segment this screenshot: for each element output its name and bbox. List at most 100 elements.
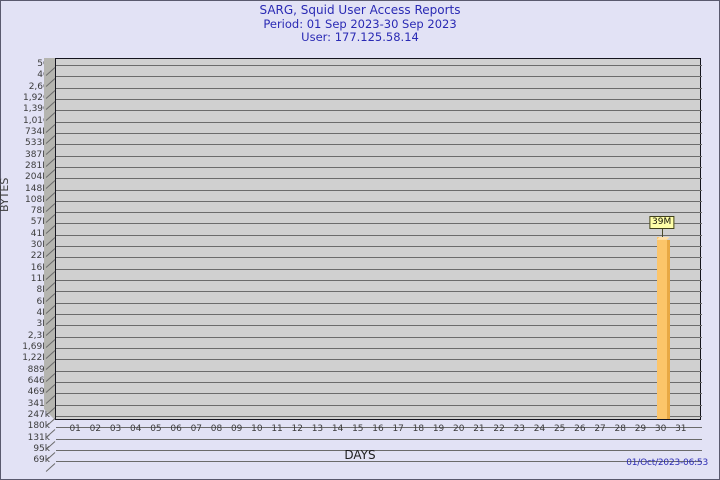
plot-area: 39M [44,58,702,473]
gridline [56,189,702,191]
x-axis-tick-label: 02 [89,424,102,434]
gridline [56,359,702,361]
gridline [56,132,702,134]
gridline [56,415,702,417]
x-axis-tick-label: 13 [311,424,324,434]
gridline [56,87,702,89]
report-user: User: 177.125.58.14 [301,30,419,44]
gridline [56,212,702,214]
x-axis-tick-label: 01 [69,424,81,434]
y-axis-tick-label: 41M [30,228,50,239]
gridline [56,393,702,395]
bar-side-face [666,239,670,419]
gridline [56,98,702,100]
report-title: SARG, Squid User Access Reports [259,3,461,17]
y-axis-tick-label: 57M [30,217,50,228]
y-axis-tick-label: 180k [27,421,50,432]
x-axis-tick-label: 16 [372,424,384,434]
gridline [56,336,702,338]
x-axis-tick-label: 09 [230,424,243,434]
gridline [56,223,702,225]
y-axis-tick-label: 22M [30,251,50,262]
x-axis-tick-labels: 01 02 03 04 05 06 07 08 09 10 11 12 13 14 15 16 17 18 19 20… [55,424,701,438]
y-axis-tick-label: 646k [27,375,50,386]
y-axis-tick-labels: 5G 4G 2,6G 1,92G 1,39G 1,01G 734M 533M 387M 281M 2… [0,58,51,465]
gridline [56,110,702,112]
x-axis-tick-label: 30 [654,424,667,434]
x-axis-tick-label: 20 [453,424,465,434]
gridline [56,234,702,236]
gridline [56,348,702,349]
x-axis-tick-label: 26 [574,424,586,434]
y-axis-tick-label: 1,22M [22,353,50,364]
x-axis-tick-label: 22 [493,424,505,434]
gridline [56,404,702,406]
y-axis-tick-label: 1,01G [22,115,50,126]
generated-timestamp: 01/Oct/2023-06:53 [626,458,708,468]
y-axis-tick-label: 204M [25,172,50,183]
gridline [56,246,702,248]
x-axis-tick-label: 04 [130,424,142,434]
y-axis-tick-label: 4M [36,308,51,319]
x-axis-tick-label: 06 [170,424,182,434]
y-axis-tick-label: 108M [25,194,50,205]
y-axis-tick-label: 469k [27,387,50,398]
x-axis-tick-label: 31 [675,424,687,434]
chart-title-block: SARG, Squid User Access Reports Period: … [0,3,720,45]
gridline [56,144,702,146]
y-axis-tick-label: 4G [37,70,50,81]
gridline [56,461,702,463]
y-axis-tick-label: 30M [30,240,50,251]
y-axis-tick-label: 247k [27,409,50,420]
x-axis-tick-label: 11 [271,424,283,434]
x-axis-tick-label: 27 [594,424,606,434]
gridline [56,438,702,440]
y-axis-tick-label: 1,39G [22,104,50,115]
gridline [56,155,702,157]
gridline [56,178,702,180]
gridline [56,449,702,451]
bar-top-face [656,236,670,240]
gridline [56,302,702,304]
bar [656,236,667,419]
y-axis-tick-label: 281M [25,160,50,171]
x-axis-tick-label: 12 [291,424,303,434]
data-label-stem [661,228,663,237]
gridline [56,121,702,123]
y-axis-tick-label: 734M [25,126,50,137]
x-axis-tick-label: 25 [553,424,566,434]
y-axis-tick-label: 1,92G [22,92,50,103]
x-axis-tick-label: 24 [533,424,546,434]
y-axis-tick-label: 69k [33,455,50,466]
gridline [56,291,702,293]
y-axis-tick-label: 78M [30,206,50,217]
gridline [56,65,702,66]
x-axis-tick-label: 28 [614,424,626,434]
x-axis-tick-label: 19 [432,424,445,434]
x-axis-tick-label: 08 [210,424,223,434]
y-axis-tick-label: 1,69M [22,342,50,352]
y-axis-tick-label: 16M [30,262,50,273]
x-axis-tick-label: 14 [331,424,344,434]
x-axis-tick-label: 10 [251,424,263,434]
y-axis-tick-label: 2,6G [28,81,50,92]
y-axis-tick-label: 533M [25,138,50,149]
y-axis-tick-label: 148M [25,183,50,194]
x-axis-tick-label: 29 [634,424,647,434]
y-axis-tick-label: 6M [36,296,51,307]
gridline [56,370,702,372]
y-axis-tick-label: 95k [33,443,50,454]
x-axis-title: DAYS [344,448,376,462]
report-period: Period: 01 Sep 2023-30 Sep 2023 [263,16,457,31]
gridline [56,166,702,168]
plot-canvas: 39M [55,58,702,463]
x-axis-tick-label: 03 [109,424,122,434]
gridline [56,200,702,202]
gridline [56,76,702,78]
gridline [56,257,702,259]
y-axis-tick-label: 131k [27,432,50,443]
y-axis-tick-label: 889k [27,364,50,375]
y-axis-tick-label: 2,3M [27,330,50,341]
gridline [56,268,702,270]
data-label: 39M [649,215,675,229]
